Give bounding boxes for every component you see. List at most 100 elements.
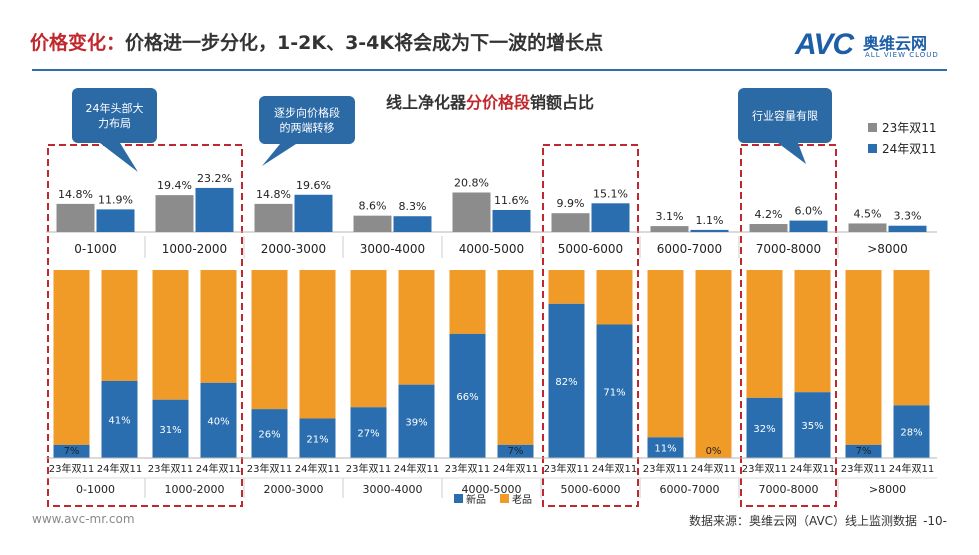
bottom-category-label: 1000-2000 [165,483,225,496]
top-bar-label: 4.5% [854,207,882,220]
slide-title: 价格进一步分化，1-2K、3-4K将会成为下一波的增长点 [125,32,604,54]
bar-period-label: 23年双11 [841,462,886,475]
chart-title-part: 线上净化器 [386,93,467,112]
callout-text: 力布局 [98,117,131,130]
stacked-bar-old [449,270,486,334]
bottom-category-label: >8000 [869,483,906,496]
stacked-bar-label: 35% [801,421,823,432]
top-bar-label: 19.6% [296,179,331,192]
stacked-bar-label: 39% [405,417,427,428]
stacked-bar-new [548,303,585,458]
bar-period-label: 23年双11 [247,462,292,475]
top-bar [294,194,333,232]
bottom-category-label: 6000-7000 [660,483,720,496]
top-bar [848,223,887,232]
logo-name: 奥维云网 [863,34,928,53]
stacked-bar-old [53,270,90,445]
stacked-bar-old [497,270,534,445]
highlight-box [47,144,243,507]
bar-period-label: 24年双11 [493,462,538,475]
bar-period-label: 24年双11 [394,462,439,475]
avc-logo: AVC 奥维云网 ALL VIEW CLOUD [795,28,945,66]
legend-swatch [500,494,509,503]
top-bar [749,224,788,232]
legend-swatch [868,144,877,153]
legend-label: 老品 [512,493,532,506]
stacked-bar-label: 7% [856,446,872,457]
callout-box [259,96,355,144]
top-bar-label: 4.2% [755,208,783,221]
top-bar [195,187,234,232]
bar-period-label: 23年双11 [643,462,688,475]
bar-period-label: 24年双11 [691,462,736,475]
top-bar-label: 11.6% [494,194,529,207]
bar-period-label: 24年双11 [196,462,241,475]
top-bar-label: 3.1% [656,210,684,223]
callout-pointer [100,143,138,172]
stacked-bar-new [449,333,486,458]
stacked-bar-label: 21% [306,434,328,445]
stacked-bar-old [794,270,831,393]
stacked-bar-new [251,409,288,458]
bottom-category-label: 2000-3000 [264,483,324,496]
legend-swatch [868,123,877,132]
bottom-category-label: 5000-6000 [561,483,621,496]
top-bar [492,209,531,232]
top-bar-label: 15.1% [593,187,628,200]
stacked-bar-new [596,324,633,458]
callout-text: 24年头部大 [86,101,144,115]
logo-subtitle: ALL VIEW CLOUD [865,51,939,59]
stacked-bar-label: 71% [603,387,625,398]
stacked-bar-label: 32% [753,424,775,435]
logo-mark: AVC [795,28,854,61]
callout-box [738,88,832,143]
bar-period-label: 24年双11 [97,462,142,475]
slide-title-lead: 价格变化： [30,32,126,54]
bottom-category-label: 7000-8000 [759,483,819,496]
header-divider [32,69,947,71]
top-category-label: 6000-7000 [657,242,722,256]
stacked-bar-label: 7% [64,446,80,457]
bar-period-label: 23年双11 [49,462,94,475]
stacked-bar-old [596,270,633,325]
stacked-bar-new [746,397,783,458]
stacked-bar-new [152,399,189,458]
bar-period-label: 24年双11 [592,462,637,475]
stacked-bar-new [497,444,534,458]
stacked-bar-old [893,270,930,406]
stacked-bar-new [893,405,930,458]
bottom-category-label: 0-1000 [76,483,115,496]
top-bar [591,203,630,232]
top-bar [551,213,590,232]
page-number: -10- [923,514,947,528]
top-bar [650,226,689,232]
bar-period-label: 23年双11 [445,462,490,475]
bottom-category-label: 4000-5000 [462,483,522,496]
chart-title-part: 分价格段 [466,93,531,112]
top-bar-label: 23.2% [197,172,232,185]
stacked-bar-new [647,437,684,458]
bar-period-label: 23年双11 [346,462,391,475]
top-category-label: >8000 [867,242,908,256]
bar-period-label: 24年双11 [790,462,835,475]
slide-header: 价格变化：价格进一步分化，1-2K、3-4K将会成为下一波的增长点 [30,28,603,62]
stacked-bar-old [101,270,138,381]
top-bar-label: 1.1% [696,214,724,227]
top-bar-label: 6.0% [795,205,823,218]
stacked-bar-label: 31% [159,425,181,436]
top-bar [789,220,828,232]
top-bar-label: 14.8% [58,188,93,201]
top-category-label: 1000-2000 [162,242,227,256]
stacked-bar-new [398,384,435,458]
bottom-category-label: 3000-4000 [363,483,423,496]
top-bar-label: 8.6% [359,200,387,213]
callout-pointer [778,143,806,164]
chart-title: 线上净化器分价格段销额占比 [386,93,594,112]
bar-period-label: 24年双11 [295,462,340,475]
top-bar [56,203,95,232]
footer-source: 数据来源：奥维云网（AVC）线上监测数据 -10- [689,512,947,529]
top-bar [353,215,392,232]
stacked-bar-new [200,382,237,458]
chart-title-part: 销额占比 [530,93,594,112]
